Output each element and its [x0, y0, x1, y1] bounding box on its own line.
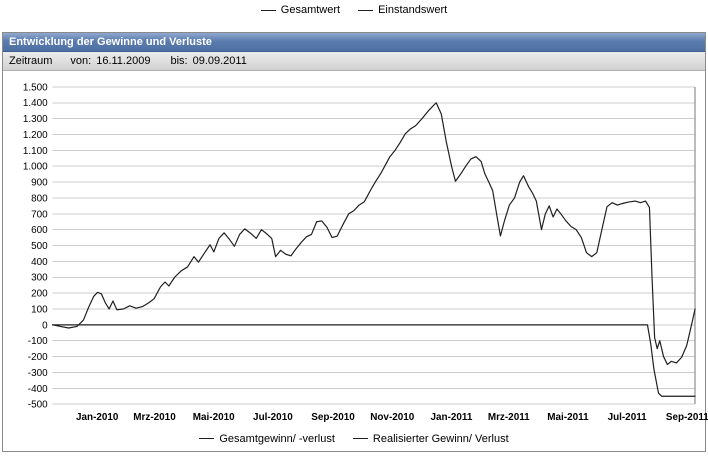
- y-axis-tick-label: 1.400: [23, 98, 48, 109]
- x-axis-tick-label: Mai-2010: [193, 412, 235, 423]
- legend-label: Gesamtwert: [280, 4, 341, 16]
- chart-panel: Entwicklung der Gewinne und Verluste Zei…: [2, 32, 708, 452]
- period-from-label: von:: [70, 55, 92, 67]
- y-axis-tick-label: 0: [42, 320, 48, 331]
- y-axis-tick-label: 1.200: [23, 130, 48, 141]
- legend-item-gesamtgewinn: Gesamtgewinn/ -verlust: [199, 433, 335, 445]
- series-line-0: [52, 102, 696, 366]
- y-axis-tick-label: 700: [31, 209, 48, 220]
- y-axis-tick-label: 200: [31, 289, 48, 300]
- y-axis-tick-label: -300: [28, 368, 48, 379]
- y-axis-tick-label: 1.000: [23, 162, 48, 173]
- legend-item-einstandswert: Einstandswert: [358, 4, 447, 16]
- panel-title: Entwicklung der Gewinne und Verluste: [3, 33, 705, 52]
- period-to-label: bis:: [170, 55, 188, 67]
- y-axis-tick-label: 1.300: [23, 114, 48, 125]
- legend-label: Einstandswert: [378, 4, 448, 16]
- y-axis-tick-label: -500: [28, 400, 48, 411]
- y-axis-tick-label: 900: [31, 178, 48, 189]
- legend-item-realisierter-gewinn: Realisierter Gewinn/ Verlust: [352, 432, 509, 445]
- x-axis-tick-label: Jan-2011: [431, 412, 473, 423]
- y-axis-tick-label: 1.100: [23, 146, 48, 157]
- period-from-value: 16.11.2009: [96, 55, 151, 67]
- y-axis-tick-label: 600: [31, 225, 48, 236]
- legend-label: Realisierter Gewinn/ Verlust: [372, 432, 509, 445]
- line-chart: 1.500 1.400 1.300 1.200 1.100 1.000 900 800 700 6…: [23, 82, 708, 423]
- y-axis-tick-label: 800: [31, 193, 48, 204]
- x-axis-tick-label: Mrz-2011: [488, 412, 530, 423]
- period-to: bis: 09.09.2011: [170, 55, 246, 67]
- line-marker-icon: [260, 9, 276, 11]
- chart-legend-bottom: Gesamtgewinn/ -verlust Realisierter Gewi…: [3, 429, 705, 451]
- y-axis-tick-label: 300: [31, 273, 48, 284]
- line-marker-icon: [352, 438, 368, 440]
- y-axis-tick-label: 1.500: [23, 82, 48, 93]
- x-axis-tick-label: Mai-2011: [547, 412, 589, 423]
- y-axis-tick-label: -400: [28, 384, 48, 395]
- x-axis-tick-label: Sep-2011: [666, 412, 708, 423]
- legend-label: Gesamtgewinn/ -verlust: [219, 432, 335, 445]
- series-line-1: [52, 324, 696, 397]
- y-axis-tick-label: 500: [31, 241, 48, 252]
- period-label: Zeitraum: [9, 55, 53, 67]
- line-marker-icon: [358, 9, 374, 11]
- x-axis-tick-label: Jul-2010: [253, 412, 293, 423]
- chart-area: 1.500 1.400 1.300 1.200 1.100 1.000 900 800 700 6…: [3, 71, 708, 430]
- y-axis-tick-label: -100: [28, 336, 48, 347]
- period-bar: Zeitraum von: 16.11.2009 bis: 09.09.2011: [3, 52, 705, 71]
- chart-legend-top: Gesamtwert Einstandswert: [0, 0, 708, 32]
- x-axis-tick-label: Nov-2010: [370, 412, 415, 423]
- x-axis-tick-label: Jul-2011: [608, 412, 648, 423]
- period-to-value: 09.09.2011: [192, 55, 247, 67]
- x-axis-tick-label: Mrz-2010: [133, 412, 176, 423]
- line-marker-icon: [199, 438, 215, 440]
- y-axis-tick-label: -200: [28, 352, 48, 363]
- period-from: von: 16.11.2009: [70, 55, 150, 67]
- y-axis-tick-label: 400: [31, 257, 48, 268]
- x-axis-tick-label: Sep-2010: [311, 412, 355, 423]
- x-axis-tick-label: Jan-2010: [76, 412, 119, 423]
- y-axis-tick-label: 100: [31, 304, 48, 315]
- legend-item-gesamtwert: Gesamtwert: [260, 4, 341, 16]
